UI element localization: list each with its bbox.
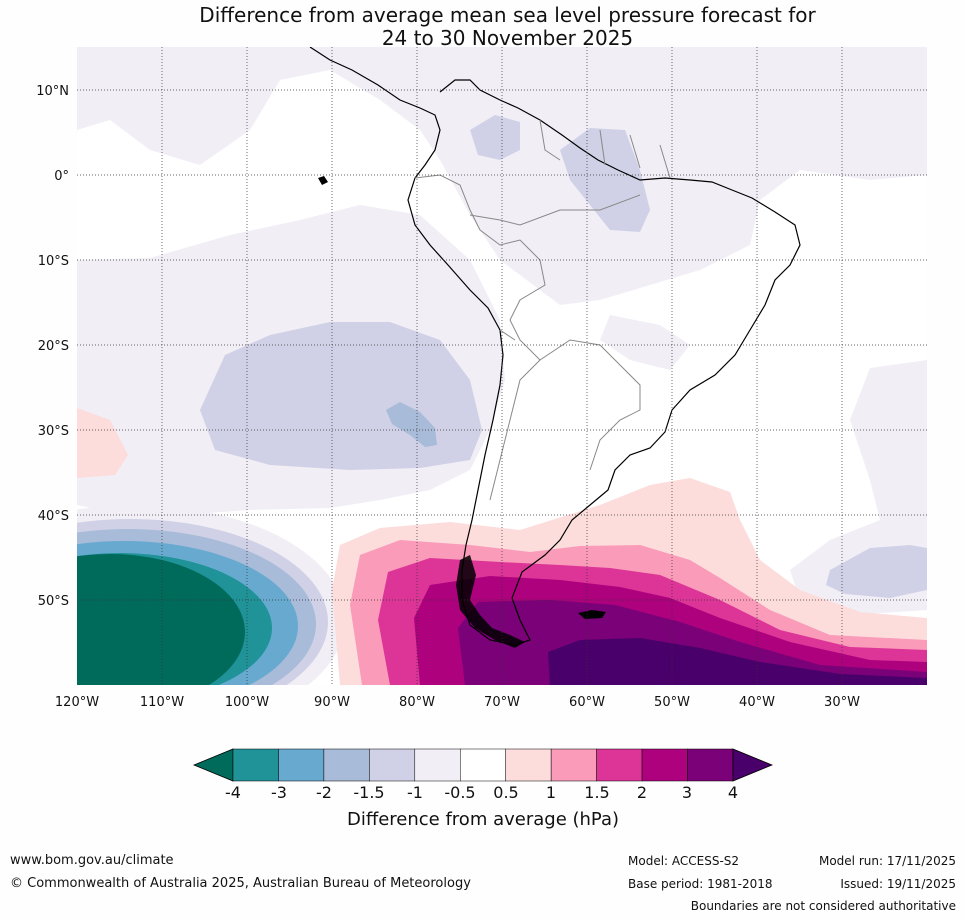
colorbar-swatch (323, 748, 370, 782)
lon-label: 70°W (484, 695, 520, 710)
colorbar-title: Difference from average (hPa) (347, 809, 619, 830)
lon-label: 120°W (55, 695, 99, 710)
colorbar-swatch (550, 748, 597, 782)
map-title: Difference from average mean sea level p… (120, 4, 895, 50)
footer-issued: Issued: 19/11/2025 (840, 877, 956, 891)
colorbar-swatch (505, 748, 552, 782)
lon-label: 30°W (824, 695, 860, 710)
map-title-line2: 24 to 30 November 2025 (381, 26, 634, 50)
longitude-labels: 120°W 110°W 100°W 90°W 80°W 70°W 60°W 50… (55, 695, 860, 710)
lon-label: 40°W (739, 695, 775, 710)
footer-copyright: © Commonwealth of Australia 2025, Austra… (10, 876, 471, 891)
colorbar-labels: -4 -3 -2 -1.5 -1 -0.5 0.5 1 1.5 2 3 4 (225, 783, 738, 802)
anomaly-band-pos0.5-west (77, 408, 128, 478)
anomaly-band-neg1-atlantic (826, 545, 927, 598)
colorbar-label: -2 (316, 783, 332, 802)
lat-label: 10°N (36, 84, 69, 99)
anomaly-band-neg1.5 (386, 402, 437, 447)
colorbar-label: 1 (546, 783, 556, 802)
anomaly-band-pos4 (548, 638, 927, 685)
colorbar-swatch (641, 748, 688, 782)
galapagos-islands (318, 176, 328, 185)
colorbar-swatch (369, 748, 416, 782)
colorbar-label: 4 (728, 783, 738, 802)
country-borders (414, 119, 671, 501)
colorbar-swatch (414, 748, 461, 782)
footer-model: Model: ACCESS-S2 (628, 854, 740, 868)
graticule (77, 47, 927, 685)
lon-label: 80°W (399, 695, 435, 710)
falkland-islands (578, 610, 606, 619)
colorbar-label: 1.5 (584, 783, 609, 802)
lon-label: 60°W (569, 695, 605, 710)
colorbar-label: -4 (225, 783, 241, 802)
lon-label: 90°W (314, 695, 350, 710)
lat-label: 10°S (38, 254, 69, 269)
colorbar-label: 0.5 (493, 783, 518, 802)
map-plot-area (77, 47, 927, 685)
colorbar-label: -3 (271, 783, 287, 802)
colorbar-swatch (687, 748, 734, 782)
lat-label: 0° (54, 169, 69, 184)
colorbar-label: -0.5 (444, 783, 475, 802)
colorbar-swatch (596, 748, 643, 782)
colorbar-label: -1.5 (353, 783, 384, 802)
south-america-coastline (309, 47, 801, 646)
tierra-del-fuego (456, 555, 525, 648)
colorbar-swatch (278, 748, 325, 782)
anomaly-band-neg1-amazon (560, 128, 650, 232)
anomaly-band-neg1-venezuela (470, 115, 520, 160)
lat-label: 50°S (38, 594, 69, 609)
colorbar-label: 2 (637, 783, 647, 802)
lon-label: 100°W (225, 695, 269, 710)
lat-label: 20°S (38, 339, 69, 354)
anomaly-band-low-6 (77, 554, 245, 685)
colorbar-label: -1 (407, 783, 423, 802)
lat-label: 40°S (38, 509, 69, 524)
footer-base-period: Base period: 1981-2018 (628, 877, 773, 891)
lat-label: 30°S (38, 424, 69, 439)
footer-website[interactable]: www.bom.gov.au/climate (10, 853, 174, 868)
lon-label: 50°W (654, 695, 690, 710)
footer-model-run: Model run: 17/11/2025 (818, 854, 956, 868)
colorbar-extend-max (732, 748, 774, 782)
map-title-line1: Difference from average mean sea level p… (199, 3, 816, 27)
lon-label: 110°W (140, 695, 184, 710)
colorbar (192, 748, 774, 782)
anomaly-band-neg0.5-brazil (600, 315, 690, 370)
latitude-labels: 10°N 0° 10°S 20°S 30°S 40°S 50°S (36, 84, 69, 609)
colorbar-label: 3 (682, 783, 692, 802)
colorbar-swatch (460, 748, 506, 782)
footer-disclaimer: Boundaries are not considered authoritat… (690, 899, 956, 913)
colorbar-swatch (232, 748, 279, 782)
colorbar-extend-min (192, 748, 234, 782)
